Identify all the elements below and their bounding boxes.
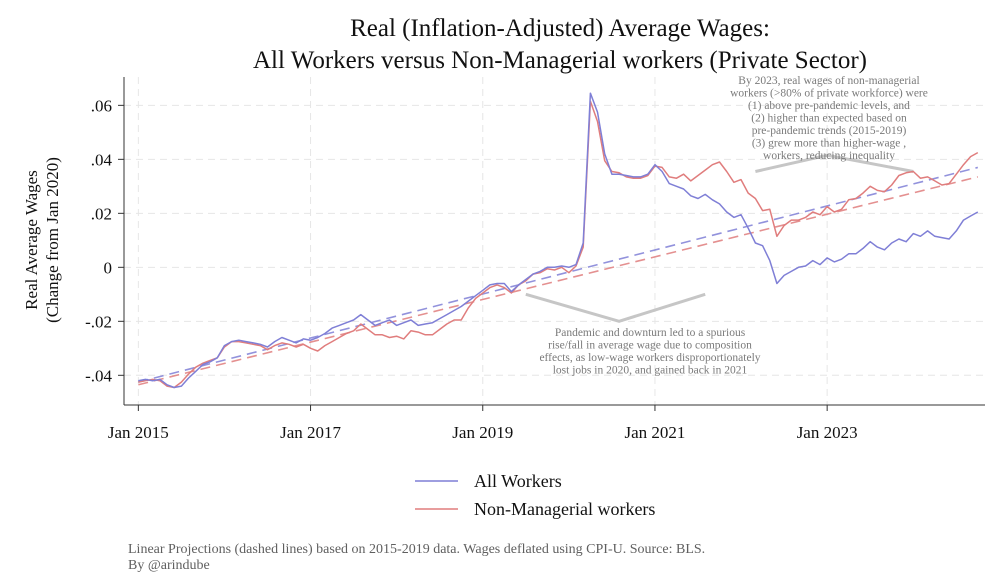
y-tick-label: 0 <box>104 258 113 277</box>
x-tick-labels: Jan 2015 Jan 2017 Jan 2019 Jan 2021 Jan … <box>108 423 858 442</box>
annotation-line: effects, as low-wage workers disproporti… <box>539 352 760 364</box>
y-axis-label: Real Average Wages (Change from Jan 2020… <box>22 157 62 323</box>
annotation-line: lost jobs in 2020, and gained back in 20… <box>553 365 748 377</box>
y-tick-label: .04 <box>91 150 113 169</box>
annotation-bottom: Pandemic and downturn led to a spurious … <box>539 327 760 377</box>
y-tick-label: -.04 <box>85 366 112 385</box>
title-line-1: Real (Inflation-Adjusted) Average Wages: <box>350 15 770 42</box>
series-line-non-managerial <box>138 100 979 389</box>
y-axis-label-line-1: Real Average Wages <box>22 170 41 310</box>
annotation-bracket <box>755 153 914 173</box>
footnote: Linear Projections (dashed lines) based … <box>128 542 705 573</box>
y-tick-label: .02 <box>91 204 112 223</box>
projection-line-all-workers <box>138 166 979 383</box>
grid-lines <box>124 77 985 405</box>
footnote-line-2: By @arindube <box>128 558 210 573</box>
annotation-line: pre-pandemic trends (2015-2019) <box>752 125 907 137</box>
projection-line-non-managerial <box>138 176 979 386</box>
annotation-line: (3) grew more than higher-wage , <box>752 138 906 150</box>
annotation-line: rise/fall in average wage due to composi… <box>548 340 752 352</box>
annotation-line: workers (>80% of private workforce) were <box>730 88 928 100</box>
legend-label-all-workers: All Workers <box>474 471 562 491</box>
annotation-line: Pandemic and downturn led to a spurious <box>555 327 746 339</box>
annotation-line: (1) above pre-pandemic levels, and <box>748 100 910 112</box>
x-tick-label: Jan 2015 <box>108 423 169 442</box>
annotation-bracket <box>525 292 706 323</box>
x-tick-label: Jan 2021 <box>624 423 685 442</box>
projection-lines <box>138 166 979 386</box>
series-line-all-workers <box>138 92 979 389</box>
y-tick-label: -.02 <box>85 312 112 331</box>
y-axis-label-line-2: (Change from Jan 2020) <box>43 157 62 323</box>
x-tick-label: Jan 2023 <box>797 423 858 442</box>
annotation-line: workers, reducing inequality <box>763 150 895 162</box>
legend-label-non-managerial: Non-Managerial workers <box>474 499 655 519</box>
legend: All Workers Non-Managerial workers <box>415 471 655 519</box>
chart-title: Real (Inflation-Adjusted) Average Wages:… <box>253 15 867 74</box>
annotation-line: By 2023, real wages of non-managerial <box>738 75 919 87</box>
footnote-line-1: Linear Projections (dashed lines) based … <box>128 542 705 557</box>
x-tick-label: Jan 2017 <box>280 423 341 442</box>
title-line-2: All Workers versus Non-Managerial worker… <box>253 47 867 74</box>
x-tick-label: Jan 2019 <box>452 423 513 442</box>
annotation-top: By 2023, real wages of non-managerial wo… <box>730 75 928 162</box>
axes <box>118 77 985 411</box>
annotation-brackets <box>525 153 914 323</box>
annotation-line: (2) higher than expected based on <box>751 113 907 125</box>
series-lines <box>138 92 979 389</box>
y-tick-label: .06 <box>91 96 112 115</box>
y-tick-labels: .06 .04 .02 0 -.02 -.04 <box>85 96 112 385</box>
